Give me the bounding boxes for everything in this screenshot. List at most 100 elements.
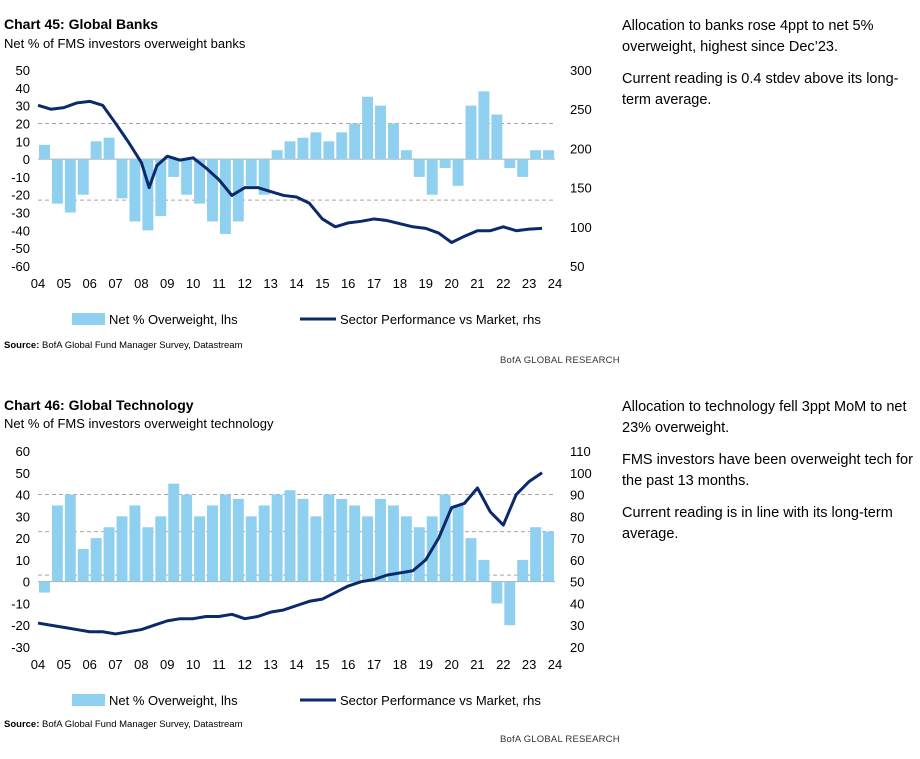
bar <box>207 159 218 222</box>
x-tick-label: 12 <box>238 657 252 672</box>
legend-bar-label: Net % Overweight, lhs <box>109 693 238 708</box>
legend-bar-label: Net % Overweight, lhs <box>109 312 238 327</box>
series-line <box>37 99 543 244</box>
y-right-tick-label: 80 <box>570 509 584 524</box>
chart-panel-banks: Chart 45: Global Banks Net % of FMS inve… <box>0 0 920 379</box>
x-tick-label: 08 <box>134 276 148 291</box>
bar <box>245 159 257 186</box>
brand-label: BofA GLOBAL RESEARCH <box>500 734 620 745</box>
bar <box>284 490 296 582</box>
y-left-tick-label: 30 <box>16 509 30 524</box>
y-left-tick-label: -30 <box>11 206 30 221</box>
commentary-paragraph: FMS investors have been overweight tech … <box>622 452 913 489</box>
bar <box>478 559 490 582</box>
bar <box>219 494 231 582</box>
x-tick-label: 21 <box>470 276 484 291</box>
y-left-tick-label: 10 <box>16 553 30 568</box>
commentary-paragraph: Allocation to technology fell 3ppt MoM t… <box>622 399 907 436</box>
x-tick-label: 22 <box>496 276 510 291</box>
bar <box>116 159 128 199</box>
source-label: Source: <box>4 719 40 730</box>
bar <box>543 150 554 160</box>
bar <box>362 516 374 582</box>
bar <box>491 114 503 160</box>
bar <box>452 159 464 186</box>
bar <box>336 132 348 160</box>
x-tick-label: 10 <box>186 657 200 672</box>
chart-panel-technology: Chart 46: Global Technology Net % of FMS… <box>0 379 920 758</box>
commentary: Allocation to banks rose 4ppt to net 5% … <box>622 16 914 122</box>
commentary-paragraph: Current reading is 0.4 stdev above its l… <box>622 71 899 108</box>
y-right-tick-label: 100 <box>570 220 592 235</box>
chart-subtitle: Net % of FMS investors overweight techno… <box>4 416 274 431</box>
y-left-tick-label: -10 <box>11 596 30 611</box>
y-right-tick-label: 50 <box>570 259 584 274</box>
bar <box>155 159 167 217</box>
bar <box>439 159 451 168</box>
x-tick-label: 11 <box>212 657 226 672</box>
y-left-tick-label: 40 <box>16 488 30 503</box>
x-tick-label: 09 <box>160 276 174 291</box>
legend-line-label: Sector Performance vs Market, rhs <box>340 693 541 708</box>
x-tick-label: 17 <box>367 657 381 672</box>
commentary: Allocation to technology fell 3ppt MoM t… <box>622 397 914 556</box>
bar <box>504 581 516 626</box>
bar <box>413 159 425 177</box>
y-left-tick-label: 50 <box>16 466 30 481</box>
bar <box>51 505 63 582</box>
y-right-tick-label: 40 <box>570 596 584 611</box>
bar <box>181 494 193 582</box>
commentary-paragraph: Current reading is in line with its long… <box>622 505 893 542</box>
x-tick-label: 18 <box>393 657 407 672</box>
bar <box>349 505 361 582</box>
bar <box>323 494 335 582</box>
bar <box>39 581 50 593</box>
y-left-tick-label: 0 <box>23 152 30 167</box>
bar <box>452 505 464 582</box>
x-tick-label: 24 <box>548 657 562 672</box>
y-right-tick-label: 60 <box>570 553 584 568</box>
bar <box>310 132 322 160</box>
x-tick-label: 15 <box>315 276 329 291</box>
y-right-tick-label: 90 <box>570 488 584 503</box>
y-left-tick-label: 0 <box>23 575 30 590</box>
bar <box>258 505 270 582</box>
bar <box>362 96 374 160</box>
y-left-tick-label: -60 <box>11 259 30 274</box>
x-tick-label: 19 <box>419 657 433 672</box>
bar <box>336 498 348 582</box>
y-right-tick-label: 110 <box>570 444 591 459</box>
x-tick-label: 05 <box>57 276 71 291</box>
bar <box>129 159 141 222</box>
bar <box>491 581 503 604</box>
bar <box>297 137 309 160</box>
x-tick-label: 24 <box>548 276 562 291</box>
series-line <box>37 471 543 636</box>
bar <box>375 105 386 160</box>
y-right-tick-label: 100 <box>570 466 592 481</box>
bar <box>103 137 115 160</box>
y-right-tick-label: 150 <box>570 181 592 196</box>
x-tick-label: 23 <box>522 657 536 672</box>
legend-bar-swatch <box>72 313 105 325</box>
bar <box>297 498 309 582</box>
x-tick-label: 06 <box>82 657 96 672</box>
x-tick-label: 09 <box>160 657 174 672</box>
y-right-tick-label: 70 <box>570 531 584 546</box>
x-tick-label: 13 <box>263 276 277 291</box>
x-tick-label: 17 <box>367 276 381 291</box>
chart-subtitle: Net % of FMS investors overweight banks <box>4 36 246 51</box>
x-tick-label: 15 <box>315 657 329 672</box>
y-right-tick-label: 200 <box>570 141 592 156</box>
y-left-tick-label: -20 <box>11 618 30 633</box>
source-text: BofA Global Fund Manager Survey, Datastr… <box>39 719 243 730</box>
bar <box>181 159 193 195</box>
bar <box>51 159 63 204</box>
bar <box>168 159 180 177</box>
x-tick-label: 20 <box>444 276 458 291</box>
x-tick-label: 04 <box>31 276 45 291</box>
y-left-tick-label: 20 <box>16 531 30 546</box>
bar <box>155 516 167 582</box>
y-left-tick-label: -50 <box>11 241 30 256</box>
bar <box>194 516 206 582</box>
